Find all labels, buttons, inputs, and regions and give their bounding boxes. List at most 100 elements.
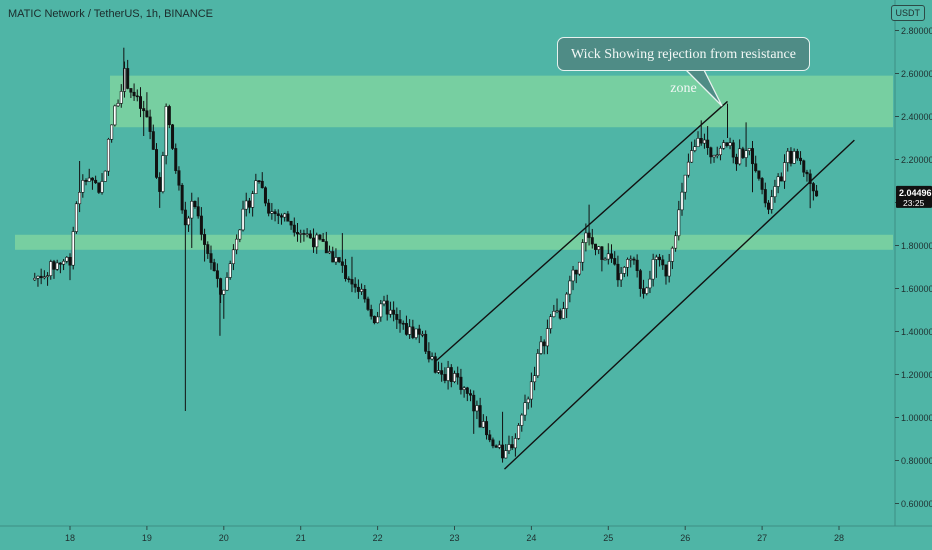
candle <box>187 215 191 232</box>
x-tick-label: 26 <box>680 533 690 543</box>
candle <box>545 319 549 355</box>
candle-body <box>529 381 533 400</box>
candle <box>151 124 155 150</box>
candle <box>433 352 437 374</box>
candle-body <box>654 256 658 260</box>
candle <box>155 143 159 179</box>
candle <box>603 257 607 261</box>
candle <box>308 230 312 239</box>
candle <box>324 231 328 254</box>
candle <box>520 413 524 432</box>
x-tick-label: 22 <box>373 533 383 543</box>
candle-body <box>475 405 479 412</box>
candle <box>196 197 200 219</box>
candle-body <box>289 220 293 226</box>
candle <box>62 258 66 271</box>
candles-layer <box>33 47 819 463</box>
candle-body <box>658 256 662 261</box>
candle-body <box>603 258 607 261</box>
candle <box>401 320 405 330</box>
candle-body <box>770 196 774 210</box>
candle-body <box>606 253 610 260</box>
candle-body <box>526 398 530 403</box>
candle-body <box>344 265 348 279</box>
candle <box>328 245 332 255</box>
candle-body <box>632 258 636 261</box>
candle <box>667 253 671 283</box>
candle <box>443 367 447 384</box>
candle-body <box>138 96 142 109</box>
price-tag-value: 2.04496 <box>899 188 932 198</box>
candle <box>606 243 610 265</box>
candle-body <box>318 234 322 240</box>
annotation-callout[interactable]: Wick Showing rejection from resistance z… <box>557 37 810 96</box>
candle-body <box>433 356 437 373</box>
candle <box>388 301 392 318</box>
candle <box>225 272 229 291</box>
candle-body <box>49 261 53 276</box>
candle <box>661 255 665 270</box>
candle <box>404 315 408 336</box>
candle <box>776 173 780 194</box>
candle <box>741 146 745 160</box>
candle-body <box>350 279 354 285</box>
candle-body <box>619 273 623 281</box>
candle-body <box>427 351 431 360</box>
candle <box>279 213 283 225</box>
candle <box>600 246 604 272</box>
candle-body <box>62 260 66 265</box>
candle-body <box>145 110 149 118</box>
candle <box>424 330 428 354</box>
candle-body <box>353 283 357 288</box>
candle <box>312 228 316 253</box>
candle <box>408 319 412 339</box>
candle <box>283 212 287 222</box>
candle-body <box>648 278 652 289</box>
candle-body <box>257 180 261 182</box>
candle <box>171 123 175 151</box>
candle-body <box>161 155 165 192</box>
candle-body <box>436 370 440 373</box>
candle-body <box>129 88 133 93</box>
candle-body <box>33 277 37 281</box>
candle <box>254 173 258 194</box>
candle-body <box>222 289 226 295</box>
candle <box>789 147 793 167</box>
candle <box>292 217 296 237</box>
candle-body <box>106 138 110 172</box>
candle <box>267 199 271 217</box>
candle <box>174 143 178 174</box>
candle <box>757 170 761 181</box>
candle-body <box>779 176 783 182</box>
candle <box>295 223 299 242</box>
candle-body <box>552 311 556 318</box>
candle <box>395 307 399 329</box>
candle-body <box>690 150 694 163</box>
candle <box>501 411 505 463</box>
candle <box>119 84 123 108</box>
candle <box>507 435 511 455</box>
candle-body <box>465 387 469 394</box>
candle <box>411 319 415 340</box>
candle-body <box>738 148 742 165</box>
candle-body <box>513 438 517 449</box>
currency-button[interactable]: USDT <box>890 5 925 21</box>
candle-body <box>132 91 136 97</box>
candle <box>110 124 114 143</box>
candle-body <box>456 373 460 378</box>
candle <box>81 174 85 198</box>
time-axis[interactable]: 18 19 20 21 22 23 24 25 26 27 28 <box>65 526 844 543</box>
candle <box>635 254 639 278</box>
candle-body <box>190 200 194 219</box>
candle-body <box>360 288 364 292</box>
candle-body <box>366 298 370 310</box>
candle <box>427 342 431 363</box>
channel-line-upper <box>434 100 728 363</box>
candle <box>488 430 492 443</box>
candle <box>122 61 126 98</box>
y-tick-label: 2.40000 <box>901 112 932 122</box>
price-axis[interactable]: 2.800002.600002.400002.200002.000001.800… <box>895 26 932 509</box>
candle <box>42 270 46 280</box>
y-tick-label: 1.20000 <box>901 370 932 380</box>
